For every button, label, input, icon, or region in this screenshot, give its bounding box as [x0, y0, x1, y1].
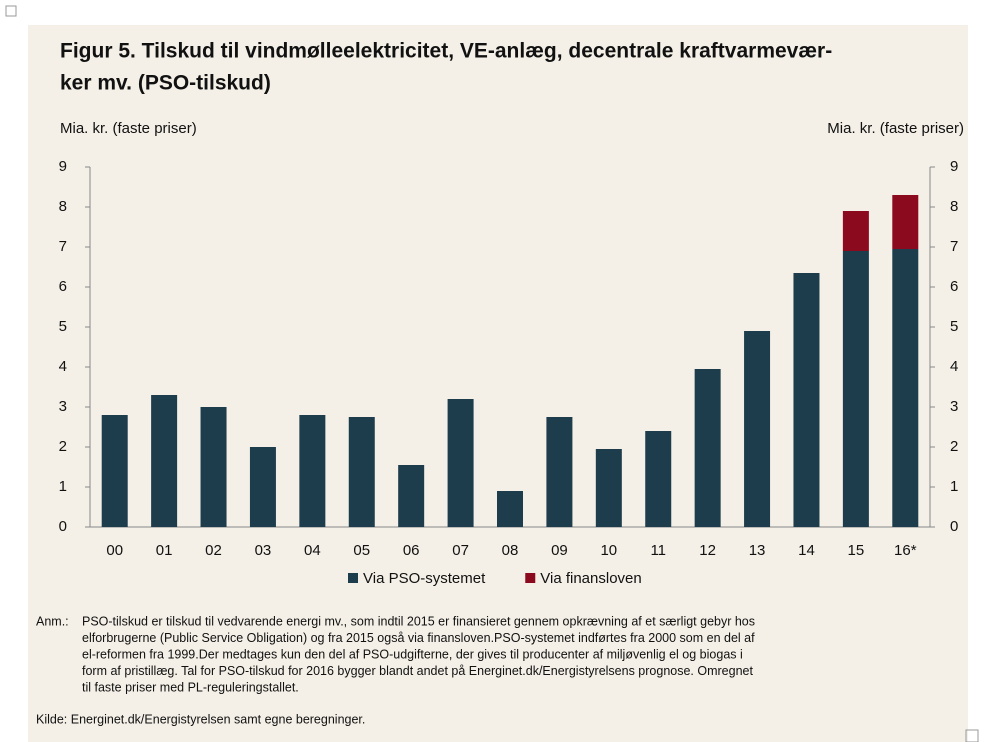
bar	[299, 415, 326, 527]
bar	[398, 465, 425, 527]
x-tick-label: 12	[699, 542, 716, 559]
x-tick-label: 14	[798, 542, 815, 559]
bar	[200, 407, 227, 527]
x-tick-label: 07	[452, 542, 469, 559]
bar	[892, 249, 919, 527]
bar	[497, 491, 523, 527]
x-tick-label: 06	[403, 542, 420, 559]
note-line: form af pristillæg. Tal for PSO-tilskud …	[82, 664, 753, 678]
y2-axis-label: Mia. kr. (faste priser)	[827, 120, 964, 137]
note-line: elforbrugerne (Public Service Obligation…	[82, 631, 755, 645]
x-tick-label: 01	[156, 542, 173, 559]
icon	[5, 5, 17, 17]
bar	[694, 369, 721, 527]
y-tick-label: 1	[59, 478, 67, 495]
y2-tick-label: 1	[950, 478, 958, 495]
y2-tick-label: 9	[950, 158, 958, 175]
note-line: el-reformen fra 1999.Der medtages kun de…	[82, 647, 743, 661]
x-tick-label: 11	[650, 542, 666, 559]
chart-title: Figur 5. Tilskud til vindmølleelektricit…	[60, 40, 832, 63]
bar	[645, 431, 672, 527]
bar	[447, 399, 474, 527]
y2-tick-label: 2	[950, 438, 958, 455]
source: Kilde: Energinet.dk/Energistyrelsen samt…	[36, 712, 365, 726]
x-tick-label: 00	[106, 542, 123, 559]
y2-tick-label: 5	[950, 318, 958, 335]
legend-swatch	[525, 573, 536, 583]
y-tick-label: 9	[59, 158, 67, 175]
bar	[101, 415, 128, 527]
x-tick-label: 04	[304, 542, 321, 559]
x-tick-label: 08	[502, 542, 519, 559]
y-tick-label: 7	[59, 238, 67, 255]
y-axis-label: Mia. kr. (faste priser)	[60, 120, 197, 137]
y2-tick-label: 0	[950, 518, 958, 535]
y-tick-label: 8	[59, 198, 67, 215]
x-tick-label: 09	[551, 542, 568, 559]
x-tick-label: 02	[205, 542, 222, 559]
note-label: Anm.:	[36, 614, 69, 628]
y2-tick-label: 3	[950, 398, 958, 415]
y-tick-label: 0	[59, 518, 67, 535]
legend-label: Via PSO-systemet	[363, 570, 486, 587]
bar	[744, 331, 771, 527]
legend-swatch	[348, 573, 358, 583]
chart-title: ker mv. (PSO-tilskud)	[60, 72, 271, 95]
bar	[546, 417, 573, 527]
bar	[595, 449, 622, 527]
bar	[348, 417, 375, 527]
bar	[793, 273, 820, 527]
x-tick-label: 10	[600, 542, 617, 559]
bar	[842, 251, 869, 527]
bar	[151, 395, 178, 527]
y-tick-label: 4	[59, 358, 67, 375]
x-tick-label: 03	[255, 542, 272, 559]
y-tick-label: 3	[59, 398, 67, 415]
bar	[892, 195, 919, 249]
y-tick-label: 6	[59, 278, 67, 295]
y2-tick-label: 4	[950, 358, 958, 375]
x-tick-label: 13	[749, 542, 766, 559]
y2-tick-label: 8	[950, 198, 958, 215]
x-tick-label: 16*	[894, 542, 917, 559]
bar	[842, 211, 869, 251]
x-tick-label: 15	[848, 542, 865, 559]
legend-label: Via finansloven	[540, 570, 641, 587]
y2-tick-label: 7	[950, 238, 958, 255]
y-tick-label: 5	[59, 318, 67, 335]
x-tick-label: 05	[353, 542, 370, 559]
bar	[249, 447, 276, 527]
y2-tick-label: 6	[950, 278, 958, 295]
note-line: til faste priser med PL-reguleringstalle…	[82, 680, 299, 694]
icon	[965, 729, 979, 742]
y-tick-label: 2	[59, 438, 67, 455]
note-line: PSO-tilskud er tilskud til vedvarende en…	[82, 614, 755, 628]
